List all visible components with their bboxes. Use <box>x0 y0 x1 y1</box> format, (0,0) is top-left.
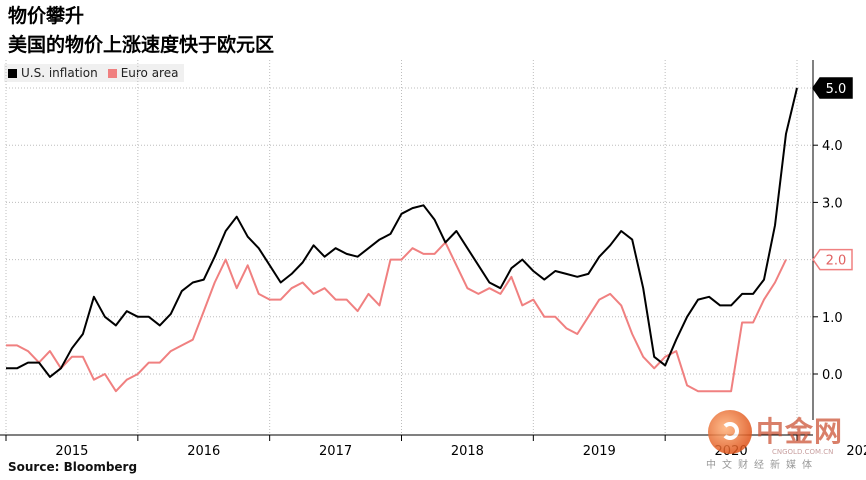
source-note: Source: Bloomberg <box>8 460 138 474</box>
y-tick-label: 1.0 <box>822 311 843 326</box>
end-label-euro-area: 2.0 <box>826 254 847 269</box>
watermark-logo-icon <box>708 410 752 454</box>
x-tick-label: 2021 <box>846 444 866 459</box>
legend-swatch-euro <box>107 68 117 78</box>
end-label-box-u-s-inflation <box>812 77 853 99</box>
x-tick-label: 2017 <box>319 444 352 459</box>
end-label-box-euro-area <box>812 248 853 271</box>
x-tick-label: 2018 <box>451 444 484 459</box>
legend-label-us: U.S. inflation <box>21 66 98 80</box>
series-line-u-s-inflation <box>6 87 798 378</box>
legend-swatch-us <box>8 68 17 78</box>
watermark-tagline: 中文财经新媒体 <box>706 460 818 471</box>
series-line-euro-area <box>6 241 787 393</box>
watermark: 中金网 CNGOLD.COM.CN 中文财经新媒体 <box>706 408 856 471</box>
y-tick-label: 4.0 <box>822 139 843 154</box>
y-tick-label: 3.0 <box>822 196 843 211</box>
chart-title: 物价攀升 <box>8 5 85 27</box>
x-tick-label: 2015 <box>55 444 88 459</box>
watermark-url: CNGOLD.COM.CN <box>772 448 834 456</box>
y-tick-label: 0.0 <box>822 368 843 383</box>
chart-subtitle: 美国的物价上涨速度快于欧元区 <box>8 34 275 56</box>
x-tick-label: 2016 <box>187 444 220 459</box>
legend-item-euro: Euro area <box>107 66 179 80</box>
end-label-u-s-inflation: 5.0 <box>826 82 847 97</box>
watermark-name: 中金网 <box>756 415 844 448</box>
chart-legend: U.S. inflation Euro area <box>4 64 185 82</box>
legend-item-us: U.S. inflation <box>8 66 98 80</box>
x-tick-label: 2019 <box>583 444 616 459</box>
legend-label-euro: Euro area <box>120 66 179 80</box>
